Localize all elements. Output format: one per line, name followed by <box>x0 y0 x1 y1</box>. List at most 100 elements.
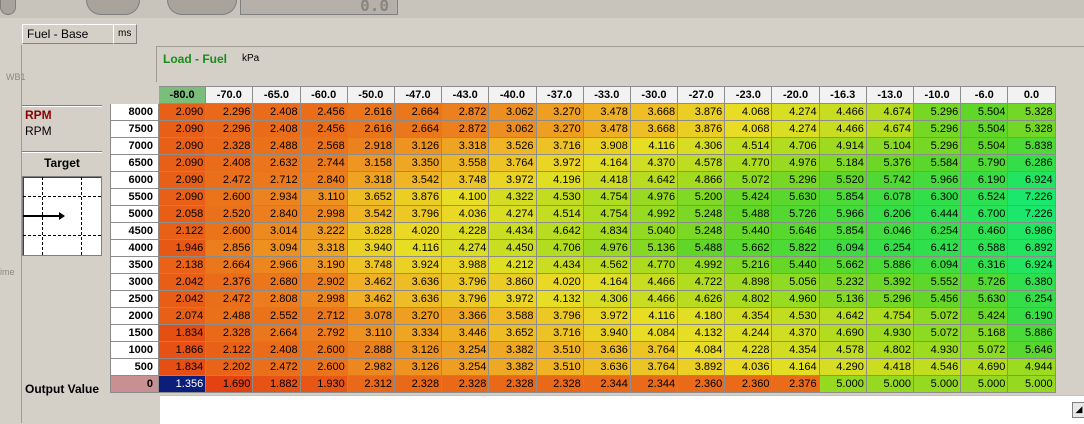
fuel-table-cell[interactable]: 4.228 <box>724 341 773 359</box>
resize-corner-icon[interactable]: ◢ <box>1072 402 1084 418</box>
fuel-table-cell[interactable]: 4.976 <box>629 188 679 206</box>
fuel-table-cell[interactable]: 4.466 <box>629 290 679 308</box>
fuel-table-cell[interactable]: 5.646 <box>1007 341 1056 359</box>
fuel-table-cell[interactable]: 5.248 <box>677 222 726 240</box>
load-column-header[interactable]: -6.0 <box>960 86 1009 104</box>
rpm-row-header[interactable]: 4000 <box>110 239 159 257</box>
fuel-table-cell[interactable]: 2.090 <box>157 171 207 189</box>
fuel-table-cell[interactable]: 4.228 <box>441 222 490 240</box>
fuel-table-cell[interactable]: 4.930 <box>912 341 962 359</box>
fuel-table-cell[interactable]: 4.068 <box>724 103 773 121</box>
fuel-table-cell[interactable]: 5.504 <box>960 137 1009 155</box>
fuel-table-cell[interactable]: 5.440 <box>771 256 820 274</box>
fuel-table-cell[interactable]: 3.764 <box>629 341 679 359</box>
fuel-table-cell[interactable]: 3.876 <box>677 103 726 121</box>
fuel-table-cell[interactable]: 4.898 <box>724 273 773 291</box>
fuel-table-cell[interactable]: 3.972 <box>582 307 631 325</box>
fuel-table-cell[interactable]: 3.988 <box>441 256 490 274</box>
fuel-table-cell[interactable]: 5.854 <box>818 188 867 206</box>
fuel-table-cell[interactable]: 3.014 <box>252 222 301 240</box>
fuel-table-cell[interactable]: 4.068 <box>724 120 773 138</box>
load-column-header[interactable]: -23.0 <box>724 86 773 104</box>
fuel-table-cell[interactable]: 3.382 <box>488 358 537 376</box>
fuel-table-cell[interactable]: 2.632 <box>252 154 301 172</box>
load-column-header[interactable]: -30.0 <box>629 86 679 104</box>
fuel-table-cell[interactable]: 4.036 <box>724 358 773 376</box>
fuel-table-cell[interactable]: 6.588 <box>960 239 1009 257</box>
fuel-table-cell[interactable]: 2.664 <box>252 324 301 342</box>
fuel-table-cell[interactable]: 4.434 <box>488 222 537 240</box>
fuel-table-cell[interactable]: 3.126 <box>393 358 443 376</box>
fuel-table-cell[interactable]: 5.056 <box>771 273 820 291</box>
fuel-table-cell[interactable]: 1.834 <box>157 324 207 342</box>
fuel-table-cell[interactable]: 3.462 <box>346 273 395 291</box>
fuel-table-cell[interactable]: 3.446 <box>441 324 490 342</box>
fuel-table-cell[interactable]: 2.982 <box>346 358 395 376</box>
fuel-table-cell[interactable]: 2.090 <box>157 137 207 155</box>
load-column-header[interactable]: -70.0 <box>205 86 254 104</box>
fuel-table-cell[interactable]: 3.366 <box>441 307 490 325</box>
fuel-table-cell[interactable]: 6.380 <box>1007 273 1056 291</box>
fuel-table-cell[interactable]: 2.918 <box>346 137 395 155</box>
fuel-table-cell[interactable]: 6.986 <box>1007 222 1056 240</box>
rpm-row-header[interactable]: 5500 <box>110 188 159 206</box>
fuel-table-cell[interactable]: 3.270 <box>535 103 584 121</box>
fuel-table-cell[interactable]: 4.196 <box>535 171 584 189</box>
fuel-table-cell[interactable]: 2.408 <box>252 103 301 121</box>
fuel-table-cell[interactable]: 5.662 <box>818 256 867 274</box>
fuel-table-cell[interactable]: 4.132 <box>677 324 726 342</box>
fuel-table-cell[interactable]: 5.216 <box>724 256 773 274</box>
load-column-header[interactable]: -37.0 <box>535 86 584 104</box>
fuel-table-cell[interactable]: 4.690 <box>960 358 1009 376</box>
fuel-table-cell[interactable]: 3.158 <box>346 154 395 172</box>
fuel-table-cell[interactable]: 4.930 <box>865 324 915 342</box>
fuel-table-cell[interactable]: 3.940 <box>582 324 631 342</box>
fuel-table-cell[interactable]: 4.370 <box>629 154 679 172</box>
fuel-table-cell[interactable]: 2.472 <box>252 358 301 376</box>
fuel-table-cell[interactable]: 4.642 <box>535 222 584 240</box>
fuel-table-cell[interactable]: 3.636 <box>393 273 443 291</box>
fuel-table-cell[interactable]: 2.202 <box>205 358 254 376</box>
fuel-table-cell[interactable]: 3.110 <box>299 188 348 206</box>
fuel-table-cell[interactable]: 3.254 <box>441 358 490 376</box>
fuel-table-cell[interactable]: 4.514 <box>535 205 584 223</box>
fuel-table-cell[interactable]: 5.232 <box>818 273 867 291</box>
fuel-table-cell[interactable]: 5.966 <box>818 205 867 223</box>
fuel-table-cell[interactable]: 5.168 <box>960 324 1009 342</box>
fuel-table-cell[interactable]: 4.834 <box>582 222 631 240</box>
fuel-table-cell[interactable]: 3.876 <box>677 120 726 138</box>
fuel-table-cell[interactable]: 2.664 <box>205 256 254 274</box>
fuel-table-cell[interactable]: 5.440 <box>724 222 773 240</box>
fuel-table-cell[interactable]: 2.792 <box>299 324 348 342</box>
fuel-table-cell[interactable]: 4.944 <box>1007 358 1056 376</box>
output-value-cell[interactable]: 2.344 <box>629 375 679 393</box>
fuel-table-cell[interactable]: 5.376 <box>865 154 915 172</box>
output-value-cell[interactable]: 1.930 <box>299 375 348 393</box>
fuel-table-cell[interactable]: 3.558 <box>441 154 490 172</box>
fuel-table-cell[interactable]: 5.328 <box>1007 103 1056 121</box>
fuel-table-cell[interactable]: 6.078 <box>865 188 915 206</box>
fuel-table-cell[interactable]: 4.562 <box>582 256 631 274</box>
load-column-header[interactable]: -43.0 <box>441 86 490 104</box>
fuel-table-cell[interactable]: 5.790 <box>960 154 1009 172</box>
output-value-cell[interactable]: 2.328 <box>535 375 584 393</box>
fuel-table-cell[interactable]: 3.652 <box>346 188 395 206</box>
fuel-table-cell[interactable]: 6.524 <box>960 188 1009 206</box>
fuel-table-cell[interactable]: 5.488 <box>724 205 773 223</box>
output-value-cell[interactable]: 1.690 <box>205 375 254 393</box>
fuel-table-cell[interactable]: 5.296 <box>771 171 820 189</box>
fuel-table-cell[interactable]: 2.808 <box>252 290 301 308</box>
fuel-table-cell[interactable]: 2.042 <box>157 273 207 291</box>
fuel-table-cell[interactable]: 4.180 <box>677 307 726 325</box>
output-value-cell[interactable]: 5.000 <box>1007 375 1056 393</box>
fuel-table-cell[interactable]: 4.706 <box>535 239 584 257</box>
fuel-table-cell[interactable]: 4.434 <box>535 256 584 274</box>
fuel-table-cell[interactable]: 5.630 <box>960 290 1009 308</box>
fuel-table-cell[interactable]: 4.084 <box>677 341 726 359</box>
fuel-table-cell[interactable]: 4.354 <box>771 341 820 359</box>
fuel-table-cell[interactable]: 5.584 <box>912 154 962 172</box>
fuel-table-cell[interactable]: 2.856 <box>205 239 254 257</box>
fuel-table-cell[interactable]: 6.046 <box>865 222 915 240</box>
fuel-table-cell[interactable]: 5.424 <box>960 307 1009 325</box>
fuel-table-cell[interactable]: 5.966 <box>912 171 962 189</box>
